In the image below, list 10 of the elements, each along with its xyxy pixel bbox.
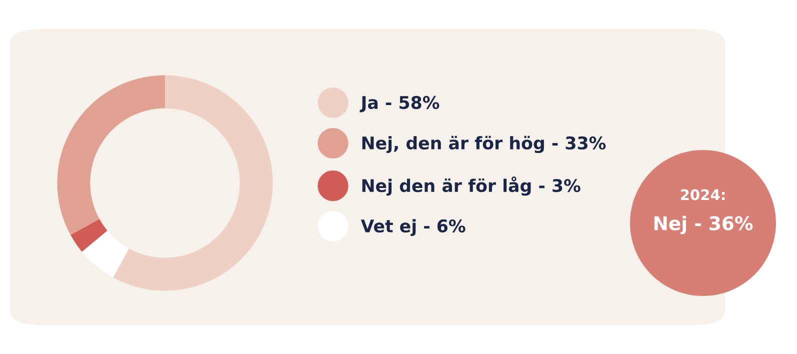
legend-label: Ja - 58% <box>360 96 440 112</box>
text: Nej - 36% <box>654 216 753 234</box>
text: 2024: <box>680 189 725 200</box>
donut-slice <box>113 75 273 291</box>
legend-label: Nej den är för låg - 3% <box>362 176 580 196</box>
legend-label: Vet ej - 6% <box>360 219 466 236</box>
donut-slice <box>57 75 165 235</box>
donut-slice <box>82 230 129 278</box>
legend-label: Nej, den är för hög - 33% <box>362 136 606 154</box>
donut-slice <box>70 219 108 252</box>
